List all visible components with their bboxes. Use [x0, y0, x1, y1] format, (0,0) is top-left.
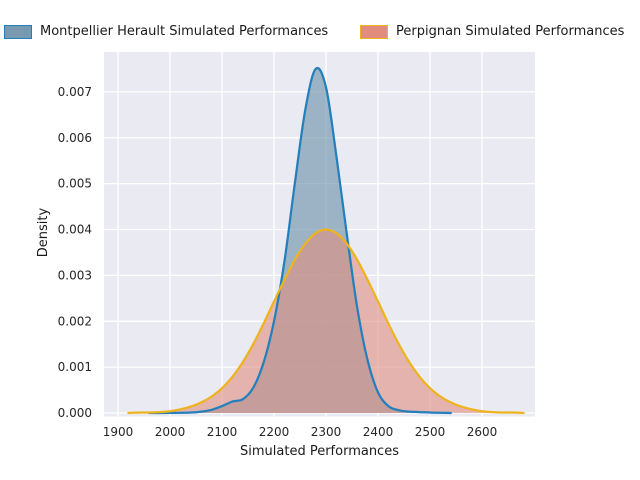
density-fill — [128, 229, 524, 413]
legend-item-montpellier: Montpellier Herault Simulated Performanc… — [4, 24, 328, 40]
x-tick-label: 2200 — [259, 425, 290, 439]
x-tick-label: 2400 — [363, 425, 394, 439]
legend-swatch-perpignan — [360, 25, 388, 39]
density-fill — [149, 67, 451, 413]
x-tick-label: 2000 — [155, 425, 186, 439]
y-tick-label: 0.005 — [58, 177, 92, 191]
density-curve — [148, 66, 452, 415]
x-tick-label: 2300 — [311, 425, 342, 439]
legend-label-montpellier: Montpellier Herault Simulated Performanc… — [40, 24, 329, 39]
x-tick-label: 2100 — [207, 425, 238, 439]
x-tick-label: 2600 — [467, 425, 498, 439]
x-tick-label: 2500 — [415, 425, 446, 439]
y-tick-label: 0.006 — [58, 131, 92, 145]
x-tick-label: 1900 — [103, 425, 134, 439]
y-tick-label: 0.003 — [58, 268, 92, 282]
y-tick-label: 0.001 — [58, 360, 92, 374]
legend-swatch-montpellier — [4, 25, 32, 39]
y-tick-label: 0.002 — [58, 314, 92, 328]
legend-item-perpignan: Perpignan Simulated Performances — [360, 24, 624, 40]
legend-label-perpignan: Perpignan Simulated Performances — [396, 24, 625, 39]
y-tick-label: 0.000 — [58, 406, 92, 420]
density-curve — [127, 228, 525, 415]
y-tick-label: 0.007 — [58, 85, 92, 99]
x-axis-label: Simulated Performances — [240, 444, 399, 459]
y-tick-label: 0.004 — [58, 223, 92, 237]
y-axis-label: Density — [36, 207, 51, 257]
